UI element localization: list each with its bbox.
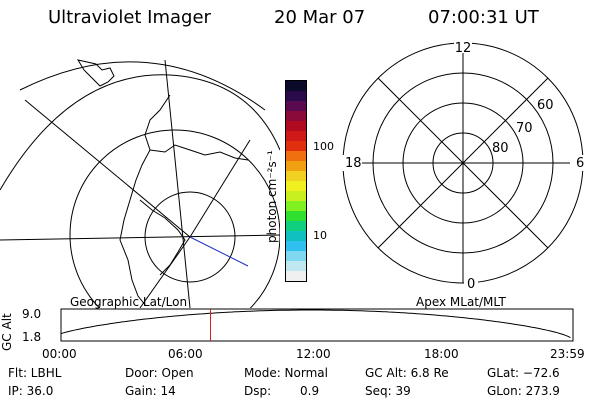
timeline-frame (60, 308, 574, 342)
door-info: Door: Open (125, 366, 194, 380)
colorbar-segment (286, 231, 306, 241)
mlt-label-12: 12 (455, 41, 472, 56)
timeline-tick-2359: 23:59 (550, 347, 585, 361)
lat-circle-mid (0, 74, 280, 191)
colorbar-segment (286, 131, 306, 141)
colorbar-unit-label: photon cm⁻²s⁻¹ (265, 150, 279, 243)
mlt-label-0: 0 (467, 277, 475, 292)
colorbar-segment (286, 251, 306, 261)
lat-circle-outer (19, 61, 266, 111)
mlt-label-6: 6 (576, 156, 584, 171)
colorbar-tick-10: 10 (313, 229, 327, 242)
gc-altitude-curve (60, 309, 571, 339)
colorbar-segment (286, 261, 306, 271)
geographic-map (0, 59, 280, 308)
time-label: 07:00:31 UT (428, 7, 539, 28)
seq-info: Seq: 39 (365, 384, 411, 398)
coastline-shelf (139, 199, 186, 276)
colorbar-segment (286, 81, 306, 91)
colorbar-segment (286, 241, 306, 251)
dsp-label: Dsp: (244, 384, 272, 398)
timeline-plot (60, 308, 574, 342)
colorbar-segment (286, 121, 306, 131)
filter-info: Flt: LBHL (8, 366, 62, 380)
colorbar (285, 80, 307, 282)
timeline-tick-0000: 00:00 (42, 347, 77, 361)
coastline-north (76, 59, 115, 87)
polar-dial: 12 18 6 0 60 70 80 (338, 40, 584, 292)
mlt-line-diag-2 (377, 77, 549, 249)
colorbar-segment (286, 141, 306, 151)
colorbar-segment (286, 271, 306, 281)
mlt-label-18: 18 (345, 156, 362, 171)
mode-info: Mode: Normal (244, 366, 328, 380)
left-panel-label: Geographic Lat/Lon (70, 295, 188, 309)
lat-circle-inner (69, 129, 280, 308)
colorbar-segment (286, 201, 306, 211)
colorbar-segment (286, 171, 306, 181)
timeline-tick-1800: 18:00 (424, 347, 459, 361)
mlat-label-60: 60 (537, 98, 554, 113)
colorbar-segment (286, 221, 306, 231)
meridian-diag-3 (139, 236, 191, 308)
timeline-tick-0600: 06:00 (168, 347, 203, 361)
app-title: Ultraviolet Imager (48, 7, 211, 28)
timeline-ymax: 9.0 (22, 307, 42, 321)
ip-info: IP: 36.0 (8, 384, 54, 398)
colorbar-segment (286, 151, 306, 161)
colorbar-segment (286, 111, 306, 121)
mlat-label-70: 70 (516, 121, 533, 136)
colorbar-segment (286, 161, 306, 171)
sun-meridian-line (189, 236, 249, 267)
meridian-h (0, 234, 280, 241)
gc-alt-info: GC Alt: 6.8 Re (365, 366, 449, 380)
colorbar-segment (286, 91, 306, 101)
dsp-value: 0.9 (300, 384, 320, 398)
right-panel-label: Apex MLat/MLT (416, 295, 506, 309)
colorbar-segment (286, 191, 306, 201)
timeline-ylabel: GC Alt (0, 313, 14, 351)
colorbar-segment (286, 101, 306, 111)
gain-info: Gain: 14 (125, 384, 176, 398)
mlat-label-80: 80 (492, 141, 509, 156)
date-label: 20 Mar 07 (274, 7, 366, 28)
colorbar-tick-100: 100 (313, 140, 334, 153)
glon-info: GLon: 273.9 (487, 384, 560, 398)
meridian-diag-1 (24, 99, 191, 238)
colorbar-gradient (286, 81, 306, 281)
meridian-diag-2 (189, 139, 251, 238)
colorbar-segment (286, 181, 306, 191)
timeline-ymin: 1.8 (22, 330, 42, 344)
colorbar-segment (286, 211, 306, 221)
coastline-peninsula (149, 144, 249, 161)
coastline-continent (119, 94, 171, 307)
glat-info: GLat: −72.6 (487, 366, 560, 380)
meridian-v (164, 59, 191, 308)
timeline-tick-1200: 12:00 (296, 347, 331, 361)
